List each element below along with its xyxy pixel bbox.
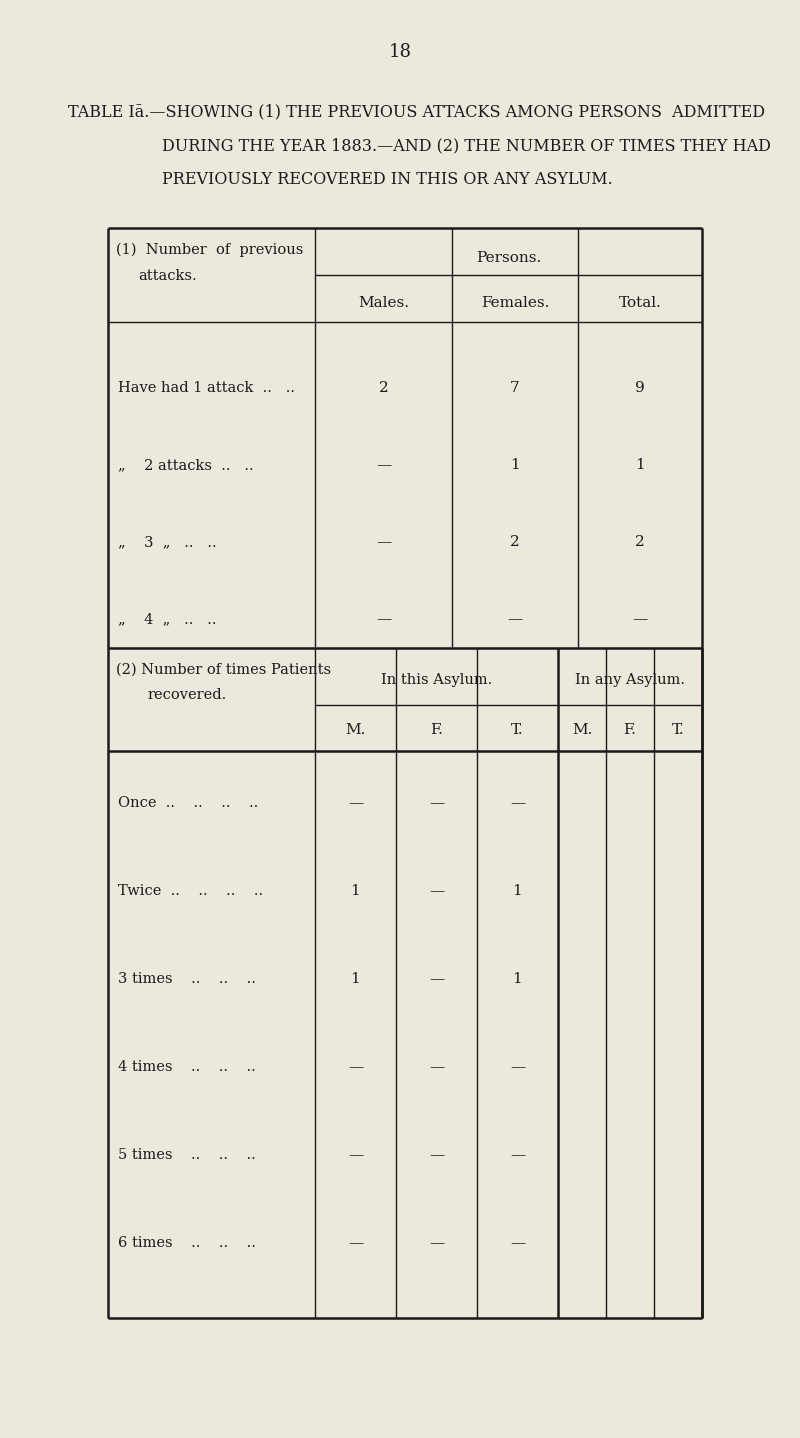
- Text: PREVIOUSLY RECOVERED IN THIS OR ANY ASYLUM.: PREVIOUSLY RECOVERED IN THIS OR ANY ASYL…: [162, 171, 613, 188]
- Text: —: —: [510, 1060, 525, 1074]
- Text: 1: 1: [350, 884, 360, 897]
- Text: 4 times    ..    ..    ..: 4 times .. .. ..: [118, 1060, 256, 1074]
- Text: In this Asylum.: In this Asylum.: [381, 673, 492, 687]
- Text: 1: 1: [513, 884, 522, 897]
- Text: In any Asylum.: In any Asylum.: [575, 673, 685, 687]
- Text: 9: 9: [635, 381, 645, 395]
- Text: 2: 2: [635, 535, 645, 549]
- Text: —: —: [376, 457, 391, 472]
- Text: —: —: [429, 1060, 444, 1074]
- Text: —: —: [429, 1148, 444, 1162]
- Text: „    3  „   ..   ..: „ 3 „ .. ..: [118, 535, 217, 549]
- Text: (1)  Number  of  previous: (1) Number of previous: [116, 243, 303, 257]
- Text: —: —: [429, 972, 444, 986]
- Text: Total.: Total.: [618, 296, 662, 311]
- Text: Persons.: Persons.: [476, 252, 541, 265]
- Text: Have had 1 attack  ..   ..: Have had 1 attack .. ..: [118, 381, 295, 395]
- Text: —: —: [510, 797, 525, 810]
- Text: M.: M.: [346, 723, 366, 738]
- Text: 2: 2: [378, 381, 388, 395]
- Text: —: —: [507, 613, 522, 626]
- Text: 6 times    ..    ..    ..: 6 times .. .. ..: [118, 1237, 256, 1250]
- Text: Twice  ..    ..    ..    ..: Twice .. .. .. ..: [118, 884, 263, 897]
- Text: —: —: [376, 535, 391, 549]
- Text: —: —: [348, 1237, 363, 1250]
- Text: T.: T.: [672, 723, 684, 738]
- Text: (2) Number of times Patients: (2) Number of times Patients: [116, 663, 331, 677]
- Text: 18: 18: [389, 43, 411, 60]
- Text: F.: F.: [430, 723, 443, 738]
- Text: 1: 1: [635, 457, 645, 472]
- Text: 1: 1: [510, 457, 520, 472]
- Text: M.: M.: [572, 723, 592, 738]
- Text: Females.: Females.: [481, 296, 549, 311]
- Text: —: —: [348, 1060, 363, 1074]
- Text: —: —: [429, 797, 444, 810]
- Text: —: —: [348, 797, 363, 810]
- Text: 1: 1: [350, 972, 360, 986]
- Text: 5 times    ..    ..    ..: 5 times .. .. ..: [118, 1148, 256, 1162]
- Text: Males.: Males.: [358, 296, 409, 311]
- Text: —: —: [429, 884, 444, 897]
- Text: „    4  „   ..   ..: „ 4 „ .. ..: [118, 613, 217, 626]
- Text: —: —: [376, 613, 391, 626]
- Text: Once  ..    ..    ..    ..: Once .. .. .. ..: [118, 797, 258, 810]
- Text: recovered.: recovered.: [148, 687, 227, 702]
- Text: „    2 attacks  ..   ..: „ 2 attacks .. ..: [118, 457, 254, 472]
- Text: T.: T.: [511, 723, 524, 738]
- Text: —: —: [510, 1148, 525, 1162]
- Text: —: —: [632, 613, 648, 626]
- Text: F.: F.: [623, 723, 637, 738]
- Text: attacks.: attacks.: [138, 269, 197, 283]
- Text: TABLE Iā.—SHOWING (1) THE PREVIOUS ATTACKS AMONG PERSONS  ADMITTED: TABLE Iā.—SHOWING (1) THE PREVIOUS ATTAC…: [68, 104, 765, 121]
- Text: 7: 7: [510, 381, 520, 395]
- Text: —: —: [348, 1148, 363, 1162]
- Text: 1: 1: [513, 972, 522, 986]
- Text: DURING THE YEAR 1883.—AND (2) THE NUMBER OF TIMES THEY HAD: DURING THE YEAR 1883.—AND (2) THE NUMBER…: [162, 138, 771, 154]
- Text: —: —: [429, 1237, 444, 1250]
- Text: —: —: [510, 1237, 525, 1250]
- Text: 3 times    ..    ..    ..: 3 times .. .. ..: [118, 972, 256, 986]
- Text: 2: 2: [510, 535, 520, 549]
